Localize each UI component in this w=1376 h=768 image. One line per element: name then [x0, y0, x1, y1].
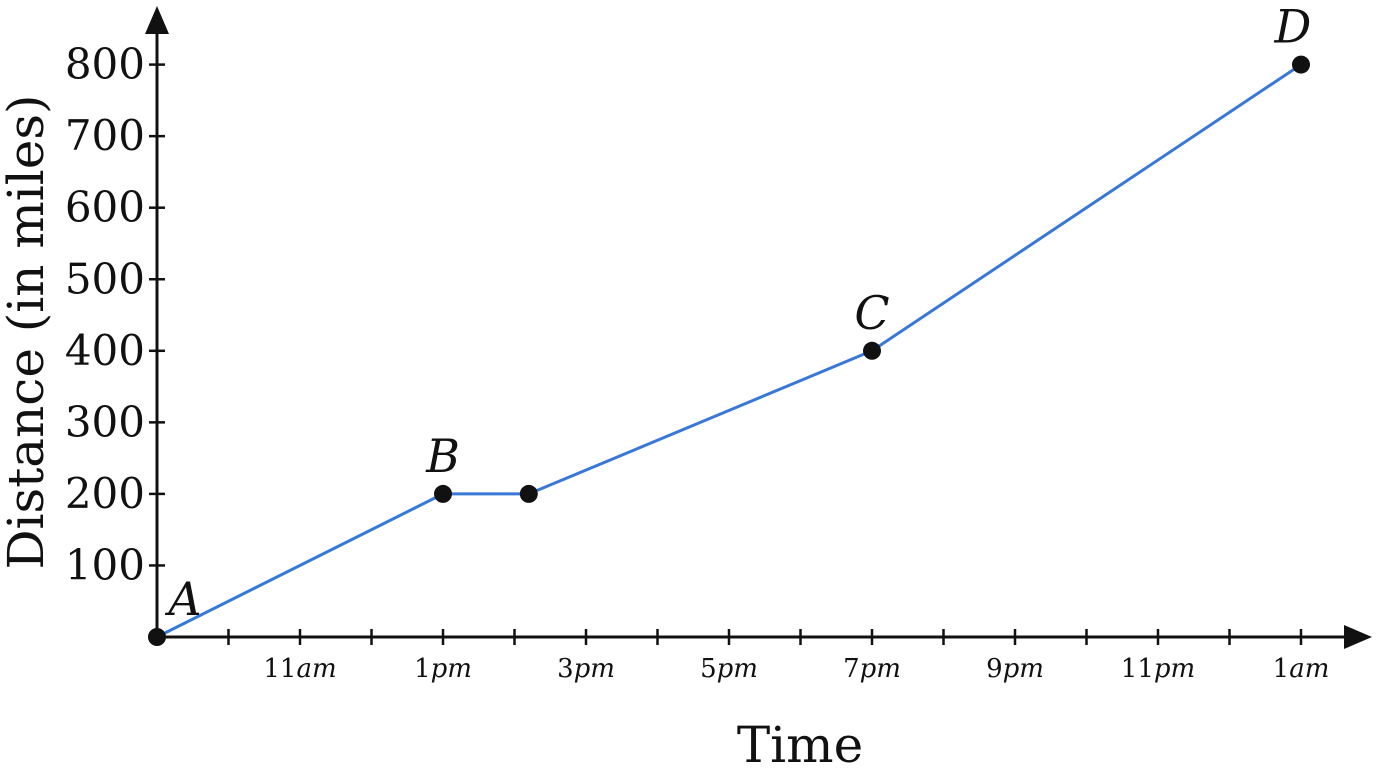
x-tick-number: 7 [843, 654, 860, 684]
x-tick-label: 3pm [557, 654, 615, 684]
point-label: A [164, 572, 201, 626]
y-tick-label: 800 [65, 40, 145, 89]
x-tick-number: 1 [414, 654, 431, 684]
data-point [1292, 55, 1310, 74]
x-tick-suffix: am [296, 654, 336, 684]
x-axis-arrow-icon [1344, 625, 1372, 649]
x-tick-label: 1pm [414, 654, 472, 684]
y-tick-label: 500 [65, 254, 145, 303]
x-tick-number: 11 [1121, 654, 1154, 684]
y-tick-label: 300 [65, 397, 145, 446]
x-tick-suffix: pm [574, 654, 615, 684]
y-tick-label: 700 [65, 111, 145, 160]
x-tick-number: 9 [986, 654, 1003, 684]
series-line [156, 63, 1302, 639]
x-tick-label: 9pm [986, 654, 1044, 684]
y-tick-label: 400 [65, 326, 145, 375]
y-tick-label: 200 [65, 469, 145, 518]
x-tick-label: 5pm [700, 654, 758, 684]
data-point [434, 484, 452, 503]
x-tick-suffix: pm [860, 654, 901, 684]
x-tick-suffix: am [1289, 654, 1329, 684]
x-tick-number: 5 [700, 654, 717, 684]
data-point [863, 341, 881, 360]
x-tick-suffix: pm [1154, 654, 1195, 684]
point-label: D [1274, 0, 1312, 54]
point-label: C [854, 286, 889, 340]
x-axis-title: Time [737, 716, 863, 768]
data-point [519, 484, 538, 503]
x-tick-label: 11pm [1121, 654, 1195, 684]
x-tick-label: 11am [263, 654, 336, 684]
x-tick-number: 1 [1273, 654, 1290, 684]
x-tick-label: 7pm [843, 654, 901, 684]
series-layer: A B C D [148, 0, 1311, 646]
x-tick-label: 1am [1273, 654, 1330, 684]
x-tick-number: 3 [557, 654, 574, 684]
x-tick-suffix: pm [717, 654, 758, 684]
y-tick-label: 100 [65, 540, 145, 589]
x-tick-suffix: pm [1003, 654, 1044, 684]
data-point [148, 628, 166, 646]
y-tick-label: 600 [65, 183, 145, 232]
axes [145, 6, 1372, 649]
point-label: B [425, 429, 460, 483]
y-axis-arrow-icon [145, 6, 169, 34]
x-tick-suffix: pm [431, 654, 472, 684]
x-tick-number: 11 [263, 654, 296, 684]
y-axis-title: Distance (in miles) [0, 94, 55, 569]
